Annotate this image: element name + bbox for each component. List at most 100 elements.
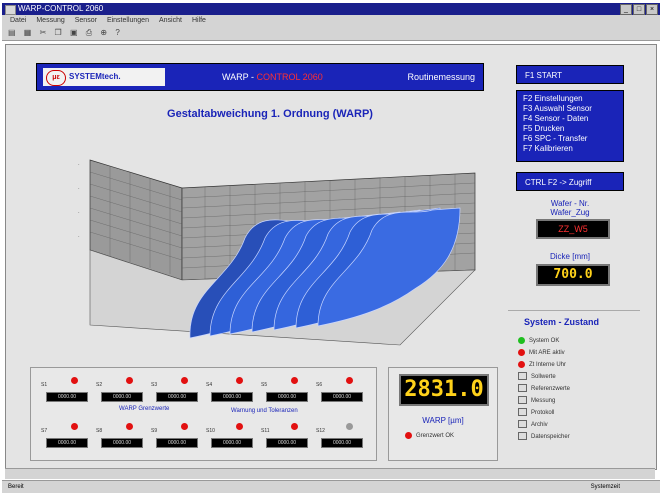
sensor-value: 0000.00 bbox=[46, 392, 88, 402]
warp-unit-label: WARP [µm] bbox=[422, 416, 464, 425]
sensor-led-icon bbox=[291, 377, 298, 384]
toolbar-zoom-icon[interactable]: ⊕ bbox=[100, 28, 108, 37]
sensor-number: S10 bbox=[206, 428, 215, 434]
system-status-title: System - Zustand bbox=[524, 317, 600, 327]
sensor-value: 0000.00 bbox=[266, 438, 308, 448]
sensor-panel: S1 0000.00 S2 0000.00 S3 0000.00 S4 0000… bbox=[30, 367, 377, 461]
window-title: WARP-CONTROL 2060 bbox=[18, 4, 104, 13]
sensor-number: S2 bbox=[96, 382, 103, 388]
sensor-led-icon bbox=[71, 377, 78, 384]
status-item: Sollwerte bbox=[518, 372, 556, 382]
menu-item[interactable]: Hilfe bbox=[191, 17, 206, 24]
warp-limit-indicator[interactable]: Grenzwert OK bbox=[405, 432, 454, 439]
sensor-number: S11 bbox=[261, 428, 270, 434]
function-key-f7[interactable]: F7 Kalibrieren bbox=[523, 144, 573, 153]
sensor-led-icon bbox=[291, 423, 298, 430]
status-box-icon bbox=[518, 408, 527, 417]
app-icon bbox=[5, 5, 16, 15]
toolbar-cut-icon[interactable]: ✂ bbox=[39, 28, 47, 37]
sensor-led-icon bbox=[236, 377, 243, 384]
sensor-value: 0000.00 bbox=[156, 392, 198, 402]
toolbar-open-icon[interactable]: ▤ bbox=[8, 28, 16, 37]
wafer-number-label-2: Wafer_Zug bbox=[550, 208, 590, 217]
sensor-value: 0000.00 bbox=[211, 392, 253, 402]
function-key-f6[interactable]: F6 SPC - Transfer bbox=[523, 134, 588, 143]
window-titlebar: WARP-CONTROL 2060 _ □ × bbox=[2, 3, 660, 15]
sensor-value: 0000.00 bbox=[211, 438, 253, 448]
product-highlight: CONTROL 2060 bbox=[256, 72, 323, 82]
status-bar-left: Bereit bbox=[8, 484, 24, 490]
menu-item[interactable]: Ansicht bbox=[158, 17, 182, 24]
chart-title: Gestaltabweichung 1. Ordnung (WARP) bbox=[167, 108, 373, 120]
sensor-number: S7 bbox=[41, 428, 48, 434]
status-item: Archiv bbox=[518, 420, 548, 430]
warp-value-display: 2831.0 bbox=[399, 374, 489, 406]
status-led-green-icon bbox=[518, 336, 525, 344]
menu-item[interactable]: Datei bbox=[10, 17, 27, 24]
sensor-value: 0000.00 bbox=[101, 392, 143, 402]
sensor-number: S8 bbox=[96, 428, 103, 434]
sensor-number: S5 bbox=[261, 382, 268, 388]
toolbar: ▤ ▦ ✂ ❐ ▣ ⎙ ⊕ ? bbox=[2, 26, 660, 41]
status-text: Sollwerte bbox=[531, 374, 556, 380]
status-item: Messung bbox=[518, 396, 555, 406]
sensor-number: S6 bbox=[316, 382, 323, 388]
close-button[interactable]: × bbox=[646, 4, 658, 15]
company-logo: με SYSTEMtech. bbox=[43, 68, 165, 86]
svg-text:·: · bbox=[78, 186, 80, 192]
sensor-number: S9 bbox=[151, 428, 158, 434]
status-text: Protokoll bbox=[531, 410, 555, 416]
measurement-mode: Routinemessung bbox=[407, 72, 475, 82]
function-key-f3[interactable]: F3 Auswahl Sensor bbox=[523, 104, 592, 113]
toolbar-copy-icon[interactable]: ❐ bbox=[54, 28, 62, 37]
function-key-f5[interactable]: F5 Drucken bbox=[523, 124, 565, 133]
status-text: Messung bbox=[531, 398, 556, 404]
plot-axis-ticks: · · · · bbox=[78, 162, 80, 240]
warp-3d-plot: · · · · bbox=[78, 159, 476, 346]
function-key-f4[interactable]: F4 Sensor - Daten bbox=[523, 114, 589, 123]
sensor-value: 0000.00 bbox=[46, 438, 88, 448]
status-text: Mit ARE aktiv bbox=[529, 350, 565, 356]
wafer-number-label: Wafer - Nr. bbox=[550, 199, 590, 208]
status-box-icon bbox=[518, 420, 527, 429]
status-box-icon bbox=[518, 372, 527, 381]
toolbar-help-icon[interactable]: ? bbox=[115, 28, 120, 37]
function-key-f2[interactable]: F2 Einstellungen bbox=[523, 94, 583, 103]
status-box-icon bbox=[518, 384, 527, 393]
menu-item[interactable]: Sensor bbox=[74, 17, 97, 24]
warp-led-icon bbox=[405, 432, 412, 439]
menu-item[interactable]: Messung bbox=[36, 17, 65, 24]
product-prefix: WARP - bbox=[222, 72, 257, 82]
status-text: Referenzwerte bbox=[531, 386, 571, 392]
thickness-label: Dicke [mm] bbox=[550, 252, 590, 261]
minimize-button[interactable]: _ bbox=[620, 4, 632, 15]
status-item: Referenzwerte bbox=[518, 384, 570, 394]
system-status-panel: System - Zustand System OK Mit ARE aktiv… bbox=[508, 310, 640, 463]
toolbar-save-icon[interactable]: ▦ bbox=[23, 28, 32, 37]
sensor-group-label: WARP Grenzwerte bbox=[119, 406, 170, 412]
sensor-led-icon bbox=[71, 423, 78, 430]
status-led-red-icon bbox=[518, 348, 525, 356]
menu-bar: Datei Messung Sensor Einstellungen Ansic… bbox=[2, 15, 660, 26]
start-button[interactable]: F1 START bbox=[516, 65, 624, 84]
status-text: Archiv bbox=[531, 422, 548, 428]
sensor-value: 0000.00 bbox=[321, 392, 363, 402]
sensor-value: 0000.00 bbox=[321, 438, 363, 448]
sensor-led-icon bbox=[236, 423, 243, 430]
ctrl-f2-access-button[interactable]: CTRL F2 -> Zugriff bbox=[516, 172, 624, 191]
sensor-number: S4 bbox=[206, 382, 213, 388]
sensor-led-icon bbox=[181, 423, 188, 430]
toolbar-print-icon[interactable]: ⎙ bbox=[85, 28, 93, 37]
toolbar-paste-icon[interactable]: ▣ bbox=[69, 28, 78, 37]
horizontal-scrollbar[interactable] bbox=[5, 468, 655, 479]
sensor-number: S12 bbox=[316, 428, 325, 434]
warp-limit-text: Grenzwert OK bbox=[416, 433, 455, 440]
maximize-button[interactable]: □ bbox=[633, 4, 645, 15]
status-item: Protokoll bbox=[518, 408, 554, 418]
menu-item[interactable]: Einstellungen bbox=[106, 17, 149, 24]
surface-ridge bbox=[317, 207, 461, 327]
thickness-display: 700.0 bbox=[536, 264, 610, 286]
status-bar: Bereit Systemzeit bbox=[2, 480, 660, 493]
status-text: System OK bbox=[529, 338, 560, 344]
status-text: Zt Interne Uhr bbox=[529, 362, 567, 368]
